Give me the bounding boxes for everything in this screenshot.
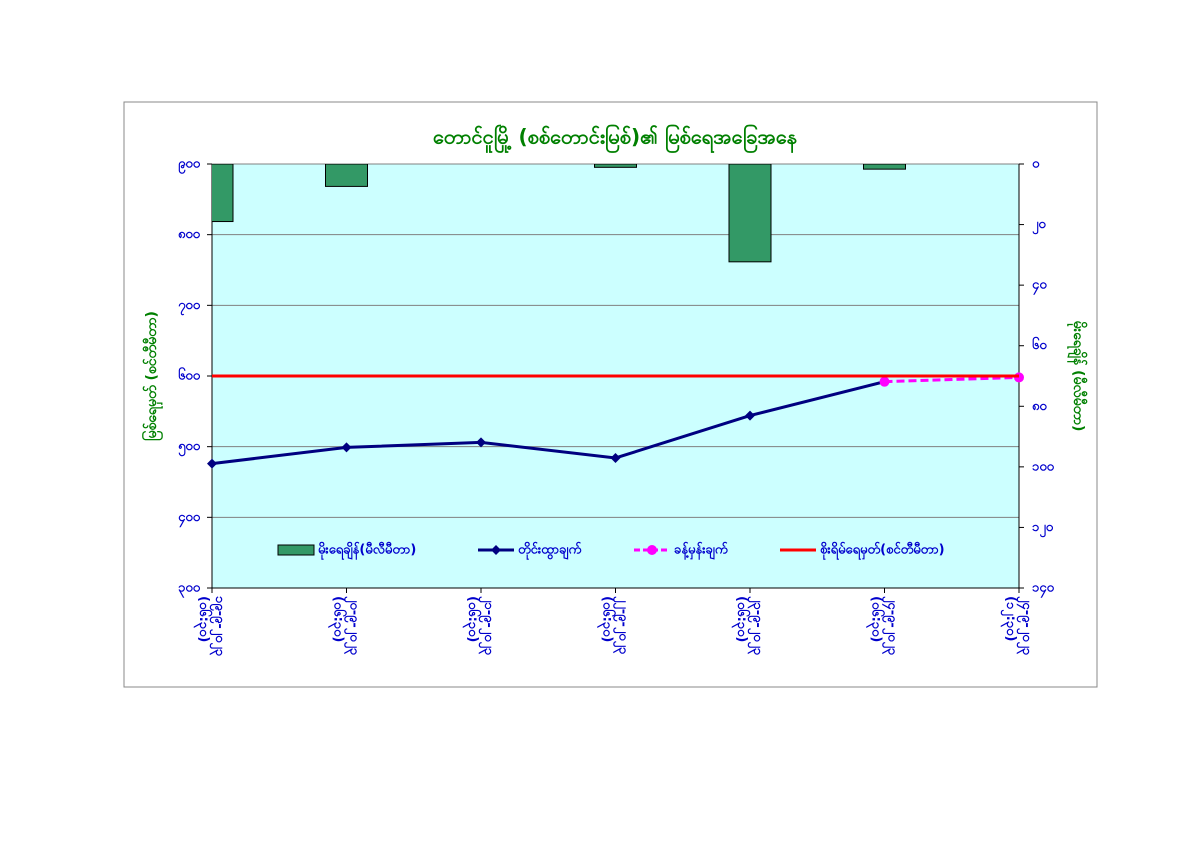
x-tick-label-line: (၀၆:၃၀) xyxy=(732,596,752,642)
x-tick-label-line: (၀၆:၃၀) xyxy=(328,596,348,642)
legend-label: မိုးရေချိန်(မီလီမီတာ) xyxy=(318,541,416,561)
y2-tick-label: ၈၀ xyxy=(1032,399,1047,414)
x-tick-label-line: ၂၂-၉-၂၀၂၃ xyxy=(613,596,631,655)
x-tick-label-line: (၀၆:၃၀) xyxy=(463,596,483,642)
y2-tick-label: ၄၀ xyxy=(1032,278,1047,296)
rain-bar xyxy=(212,164,234,223)
legend-label: တိုင်းထွာချက် xyxy=(518,541,581,561)
legend-label: ခန့်မှန်းချက် xyxy=(674,541,728,561)
y2-tick-label: ၁၂၀ xyxy=(1032,520,1054,538)
plot xyxy=(212,164,906,263)
legend-marker xyxy=(491,545,501,555)
y2-tick-label: ၀ xyxy=(1032,157,1040,172)
x-tick-label-line: ၂၄-၉-၂၀၂၃ xyxy=(882,596,900,656)
legend-marker xyxy=(647,545,657,555)
rain-bar xyxy=(863,164,906,170)
x-tick-label: ၁၉-၉-၂၀၂၃(၀၆:၃၀) xyxy=(194,596,228,657)
series-line xyxy=(884,375,1020,384)
rain-bar xyxy=(728,164,772,263)
x-tick-label-line: ၁၉-၉-၂၀၂၃ xyxy=(210,596,228,657)
series-line xyxy=(211,380,885,466)
x-tick-label-line: ၂၁-၉-၂၀၂၃ xyxy=(479,596,497,656)
y2-tick-label: ၁၀၀ xyxy=(1032,459,1055,474)
y-tick-label: ၄၀၀ xyxy=(178,510,201,528)
x-tick-label-line: (၀၆:၃၀) xyxy=(194,596,214,642)
point-marker xyxy=(879,376,890,387)
rain-bar xyxy=(594,164,637,168)
y-axis-title: မြစ်ရေမှတ် (စင်တီမီတာ) xyxy=(142,311,163,441)
point-marker xyxy=(341,442,352,453)
y2-tick-label: ၁၄၀ xyxy=(1032,581,1055,599)
y2-tick-label: ၂၀ xyxy=(1032,217,1046,235)
point-marker xyxy=(745,410,755,421)
legend-label: စိုးရိမ်ရေမှတ်(စင်တီမီတာ) xyxy=(820,541,945,561)
y-tick-label: ၉၀၀ xyxy=(178,157,201,175)
y-tick-label: ၇၀၀ xyxy=(178,298,201,316)
point-marker xyxy=(610,452,621,463)
x-tick-label-line: (၀၆:၃၀) xyxy=(866,596,886,642)
x-tick-label: ၂၄-၉-၂၀၂၃(၁၂:၃၀) xyxy=(1001,596,1035,656)
legend-swatch xyxy=(277,544,315,556)
x-tick-label-line: (၀၆:၃၀) xyxy=(597,596,617,642)
x-tick-label-line: ၂၃-၉-၂၀၂၃ xyxy=(748,596,766,656)
y-tick-label: ၈၀၀ xyxy=(178,227,201,242)
x-tick-label: ၂၁-၉-၂၀၂၃(၀၆:၃၀) xyxy=(463,596,497,656)
x-tick-label: ၂၄-၉-၂၀၂၃(၀၆:၃၀) xyxy=(866,596,900,656)
x-tick-label: ၂၃-၉-၂၀၂၃(၀၆:၃၀) xyxy=(732,596,766,656)
y-tick-label: ၃၀၀ xyxy=(178,581,201,599)
x-tick-label: ၂၀-၉-၂၀၂၃(၀၆:၃၀) xyxy=(328,596,362,656)
x-tick-label-line: (၁၂:၃၀) xyxy=(1001,596,1019,641)
y2-tick-label: ၆၀ xyxy=(1032,336,1047,353)
point-marker xyxy=(207,458,217,469)
x-tick-label: ၂၂-၉-၂၀၂၃(၀၆:၃၀) xyxy=(597,596,631,655)
y2-axis-title: မိုးရေချိန် (မီလီမီတာ) xyxy=(1067,321,1087,432)
y-tick-label: ၆၀၀ xyxy=(178,367,201,384)
rain-bar xyxy=(325,164,368,187)
x-tick-label-line: ၂၀-၉-၂၀၂၃ xyxy=(344,596,362,656)
point-marker xyxy=(476,437,486,448)
y-tick-label: ၅၀၀ xyxy=(178,439,201,457)
x-tick-label-line: ၂၄-၉-၂၀၂၃ xyxy=(1017,596,1035,656)
